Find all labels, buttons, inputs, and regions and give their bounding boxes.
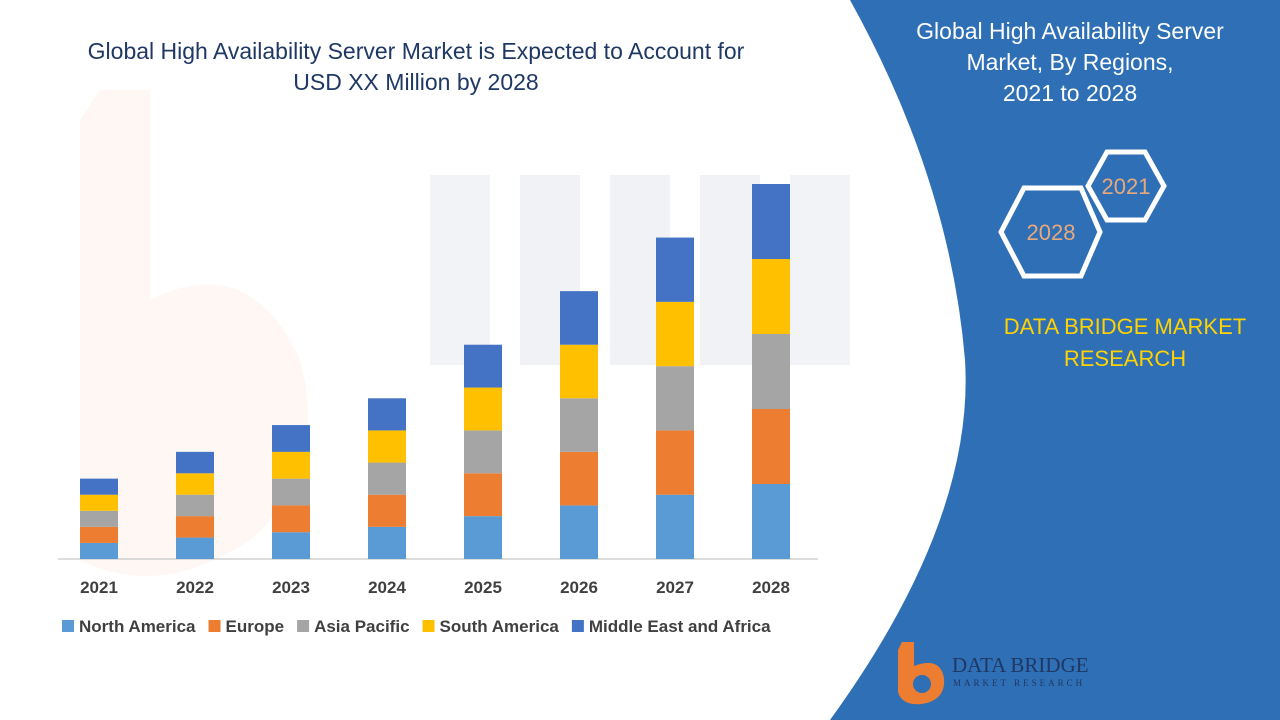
logo-line2: MARKET RESEARCH: [953, 678, 1085, 688]
bar-2021-series-2: [80, 510, 118, 527]
panel-title-line1: Global High Availability Server: [916, 18, 1224, 44]
bar-2021-series-4: [80, 478, 118, 495]
bar-2023-series-1: [272, 505, 310, 533]
x-tick-label: 2023: [272, 578, 310, 597]
bar-2025-series-0: [464, 516, 502, 559]
hex-label-start: 2021: [1102, 174, 1151, 199]
bar-2027-series-3: [656, 301, 694, 367]
x-tick-label: 2025: [464, 578, 502, 597]
x-tick-label: 2026: [560, 578, 598, 597]
bars-group: [80, 184, 790, 559]
x-tick-label: 2027: [656, 578, 694, 597]
hex-label-end: 2028: [1027, 220, 1076, 245]
bar-2024-series-0: [368, 526, 406, 559]
bar-2025-series-1: [464, 473, 502, 517]
brand-line2: RESEARCH: [1063, 346, 1187, 371]
bar-2028-series-3: [752, 259, 790, 334]
legend-label: Asia Pacific: [314, 617, 409, 636]
bar-2021-series-1: [80, 526, 118, 543]
bar-2023-series-3: [272, 451, 310, 479]
brand-text: DATA BRIDGE MARKET RESEARCH: [985, 311, 1265, 375]
bar-2022-series-3: [176, 473, 214, 495]
bar-2028-series-1: [752, 409, 790, 484]
brand-line1: DATA BRIDGE MARKET: [1003, 314, 1247, 339]
legend-label: South America: [440, 617, 560, 636]
x-tick-label: 2022: [176, 578, 214, 597]
x-tick-label: 2021: [80, 578, 118, 597]
panel-title-line3: 2021 to 2028: [1002, 80, 1138, 106]
bar-2021-series-3: [80, 494, 118, 511]
x-tick-label: 2024: [368, 578, 406, 597]
panel-title: Global High Availability Server Market, …: [890, 16, 1250, 109]
legend-swatch: [571, 620, 584, 632]
hex-2028-outline: [998, 185, 1103, 279]
right-panel: [830, 0, 1280, 720]
bar-2022-series-0: [176, 537, 214, 559]
bar-2021-series-0: [80, 542, 118, 559]
bar-2023-series-0: [272, 532, 310, 559]
logo: DATA BRIDGE MARKET RESEARCH: [898, 642, 1089, 705]
chart-title-line2: USD XX Million by 2028: [293, 69, 539, 95]
bar-2026-series-4: [560, 291, 598, 345]
legend-swatch: [297, 620, 310, 632]
bar-2023-series-2: [272, 478, 310, 506]
bar-2023-series-4: [272, 425, 310, 452]
bar-2025-series-2: [464, 430, 502, 474]
bar-2022-series-1: [176, 516, 214, 538]
bar-2027-series-2: [656, 366, 694, 431]
bar-2024-series-2: [368, 462, 406, 495]
bar-2024-series-3: [368, 430, 406, 463]
legend-swatch: [208, 620, 221, 632]
bar-2026-series-0: [560, 505, 598, 559]
bar-2027-series-4: [656, 237, 694, 302]
bar-2028-series-0: [752, 484, 790, 559]
hex-2021-outline: [1085, 149, 1167, 223]
bar-2024-series-4: [368, 398, 406, 431]
bar-2026-series-2: [560, 398, 598, 452]
legend-swatch: [422, 620, 435, 632]
bar-2028-series-4: [752, 184, 790, 259]
x-tick-label: 2028: [752, 578, 790, 597]
legend-label: Europe: [226, 617, 285, 636]
bar-2025-series-4: [464, 344, 502, 388]
bar-2026-series-1: [560, 451, 598, 506]
bar-2027-series-1: [656, 430, 694, 495]
legend-label: North America: [79, 617, 196, 636]
logo-line1: DATA BRIDGE: [952, 653, 1089, 677]
bar-2025-series-3: [464, 387, 502, 431]
x-tick-labels: 2021 2022 2023 2024 2025 2026 2027 2028: [80, 578, 790, 597]
bar-2024-series-1: [368, 494, 406, 527]
chart-title-line1: Global High Availability Server Market i…: [87, 38, 745, 64]
bar-2022-series-4: [176, 451, 214, 474]
chart-title: Global High Availability Server Market i…: [40, 36, 792, 98]
legend: North America Europe Asia Pacific South Ame…: [62, 617, 771, 636]
bar-2028-series-2: [752, 334, 790, 409]
bar-2026-series-3: [560, 344, 598, 399]
panel-title-line2: Market, By Regions,: [966, 49, 1174, 75]
legend-swatch: [62, 620, 74, 632]
bar-2027-series-0: [656, 494, 694, 559]
bar-2022-series-2: [176, 494, 214, 517]
logo-mark-icon: [898, 642, 945, 705]
legend-label: Middle East and Africa: [589, 617, 771, 636]
